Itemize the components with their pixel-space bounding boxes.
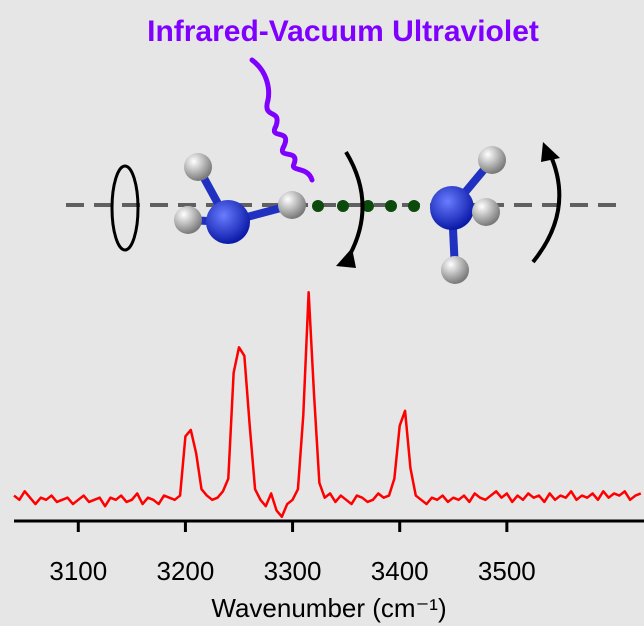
chart-title: Infrared-Vacuum Ultraviolet: [147, 15, 539, 48]
photon-wiggle: [249, 57, 315, 183]
hydrogen-atom: [174, 206, 202, 234]
rotation-arrow: [531, 153, 562, 264]
hydrogen-bond-dots: [312, 200, 420, 212]
x-tick-label: 3200: [157, 556, 215, 586]
illustration: [66, 57, 622, 284]
arrow-head: [336, 248, 356, 268]
x-tick-label: 3100: [49, 556, 107, 586]
hydrogen-atom: [472, 198, 500, 226]
nitrogen-atom: [206, 200, 250, 244]
nitrogen-atom: [430, 186, 474, 230]
rotation-ellipse: [110, 164, 140, 252]
x-axis-label: Wavenumber (cm⁻¹): [211, 593, 446, 623]
rotation-arrow: [344, 150, 365, 259]
x-tick-label: 3400: [371, 556, 429, 586]
hydrogen-atom: [478, 146, 506, 174]
arrow-head: [541, 142, 560, 162]
x-tick-label: 3300: [264, 556, 322, 586]
hydrogen-atom: [278, 191, 306, 219]
x-tick-label: 3500: [478, 556, 536, 586]
hydrogen-atom: [184, 153, 212, 181]
hydrogen-atom: [441, 256, 469, 284]
spectrum-line: [13, 290, 642, 519]
